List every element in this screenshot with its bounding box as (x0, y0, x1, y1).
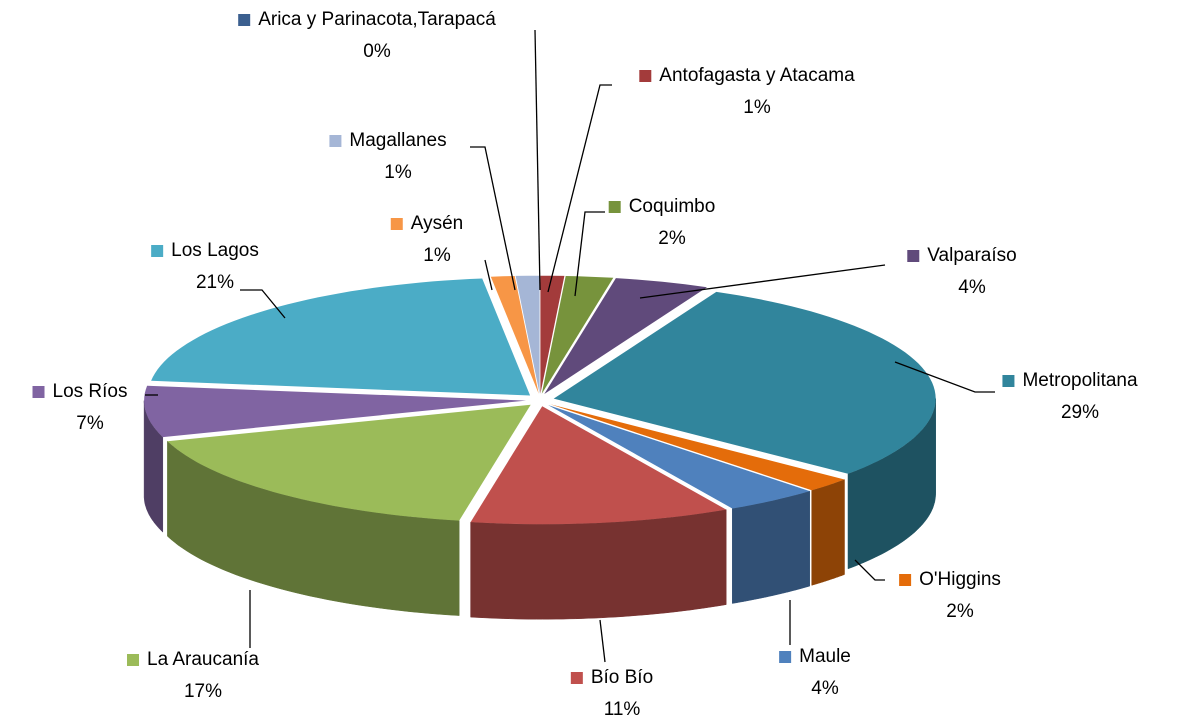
slice-label: La Araucanía (147, 649, 259, 670)
value-label: 0% (363, 41, 391, 62)
leader-line (470, 146, 516, 291)
legend-swatch (32, 386, 45, 398)
slice-side (143, 400, 164, 533)
slice-label: Coquimbo (629, 196, 716, 217)
slice (151, 278, 531, 396)
leader-line (534, 29, 541, 291)
slice (548, 405, 810, 509)
value-label: 7% (76, 413, 104, 434)
slice-label: Valparaíso (927, 245, 1016, 266)
leader-line (484, 259, 493, 291)
leader-line (547, 84, 612, 293)
legend-swatch (639, 70, 652, 82)
slice (553, 291, 936, 474)
leader-line (240, 289, 286, 319)
slice (550, 404, 845, 491)
leader-line (574, 211, 605, 297)
slice-label: Antofagasta y Atacama (659, 65, 855, 86)
slice-side (847, 398, 936, 570)
slice-label: Los Lagos (171, 240, 259, 261)
legend-swatch (1002, 375, 1015, 387)
value-label: 1% (423, 245, 451, 266)
legend-swatch (608, 201, 621, 213)
value-label: 4% (811, 678, 839, 699)
legend-swatch (329, 135, 342, 147)
legend-swatch (570, 672, 583, 684)
legend-swatch (899, 574, 912, 586)
value-label: 21% (196, 272, 234, 293)
slice-label: Aysén (411, 213, 463, 234)
value-label: 1% (743, 97, 771, 118)
slice-label: Los Ríos (53, 381, 128, 402)
leader-line (854, 559, 885, 581)
value-label: 11% (604, 699, 641, 716)
slice-side (732, 490, 810, 604)
legend-swatch (390, 218, 403, 230)
leader-line (894, 361, 995, 393)
slice (490, 276, 539, 394)
slice-label: O'Higgins (919, 569, 1001, 590)
slice (544, 278, 707, 394)
slice-side (470, 509, 727, 620)
legend-swatch (907, 250, 920, 262)
slice-label: Arica y Parinacota,Tarapacá (258, 9, 496, 30)
slice-side (811, 479, 845, 586)
slice (470, 406, 727, 525)
slice-label: Metropolitana (1022, 370, 1138, 391)
legend-swatch (127, 654, 140, 666)
leader-line (599, 619, 606, 663)
legend-swatch (779, 651, 792, 663)
value-label: 1% (384, 162, 412, 183)
value-label: 4% (958, 277, 986, 298)
legend-swatch (151, 245, 164, 257)
slice-label: Maule (799, 646, 851, 667)
slice (541, 276, 614, 394)
legend-swatch (238, 14, 251, 26)
slice-label: Bío Bío (591, 667, 653, 688)
leader-line (639, 264, 886, 299)
slice (167, 404, 531, 521)
value-label: 2% (946, 601, 974, 622)
slice-label: Magallanes (349, 130, 446, 151)
value-label: 2% (658, 228, 686, 249)
slice (515, 275, 540, 394)
value-label: 29% (1061, 402, 1099, 423)
slice (144, 385, 527, 438)
slice-side (167, 440, 460, 616)
value-label: 17% (184, 681, 222, 702)
slice (540, 275, 565, 394)
